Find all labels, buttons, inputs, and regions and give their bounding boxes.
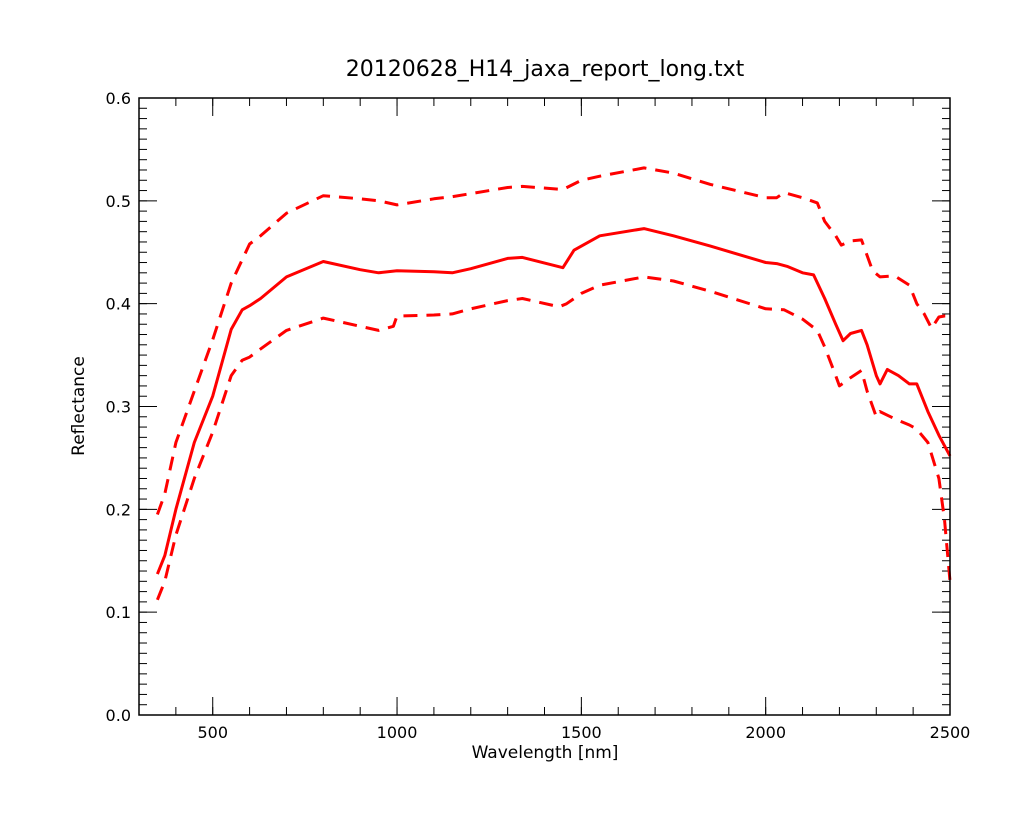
- y-tick-label: 0.3: [106, 398, 131, 417]
- y-tick-label: 0.6: [106, 89, 131, 108]
- y-tick-label: 0.2: [106, 500, 131, 519]
- dashed-series-line-2: [156, 275, 952, 601]
- plot-series: [155, 166, 952, 601]
- x-tick-label: 1000: [377, 723, 418, 742]
- y-tick-label: 0.5: [106, 192, 131, 211]
- x-tick-label: 1500: [561, 723, 602, 742]
- x-axis-label: Wavelength [nm]: [472, 743, 619, 763]
- y-tick-label: 0.1: [106, 603, 131, 622]
- axis-ticks: [138, 97, 951, 716]
- dashed-series-line-1: [155, 166, 950, 516]
- y-tick-label: 0.4: [106, 295, 131, 314]
- x-tick-label: 2500: [930, 723, 971, 742]
- solid-series-line: [156, 227, 952, 575]
- x-tick-label: 500: [197, 723, 228, 742]
- plot-frame: [138, 97, 951, 716]
- chart-title: 20120628_H14_jaxa_report_long.txt: [346, 57, 745, 82]
- x-tick-label: 2000: [745, 723, 786, 742]
- tick-labels: 500 1000 1500 2000 2500 0.0 0.1 0.2 0.3 0.4 0.5 0.6: [106, 89, 971, 742]
- y-axis-label: Reflectance: [69, 356, 89, 456]
- y-tick-label: 0.0: [106, 706, 131, 725]
